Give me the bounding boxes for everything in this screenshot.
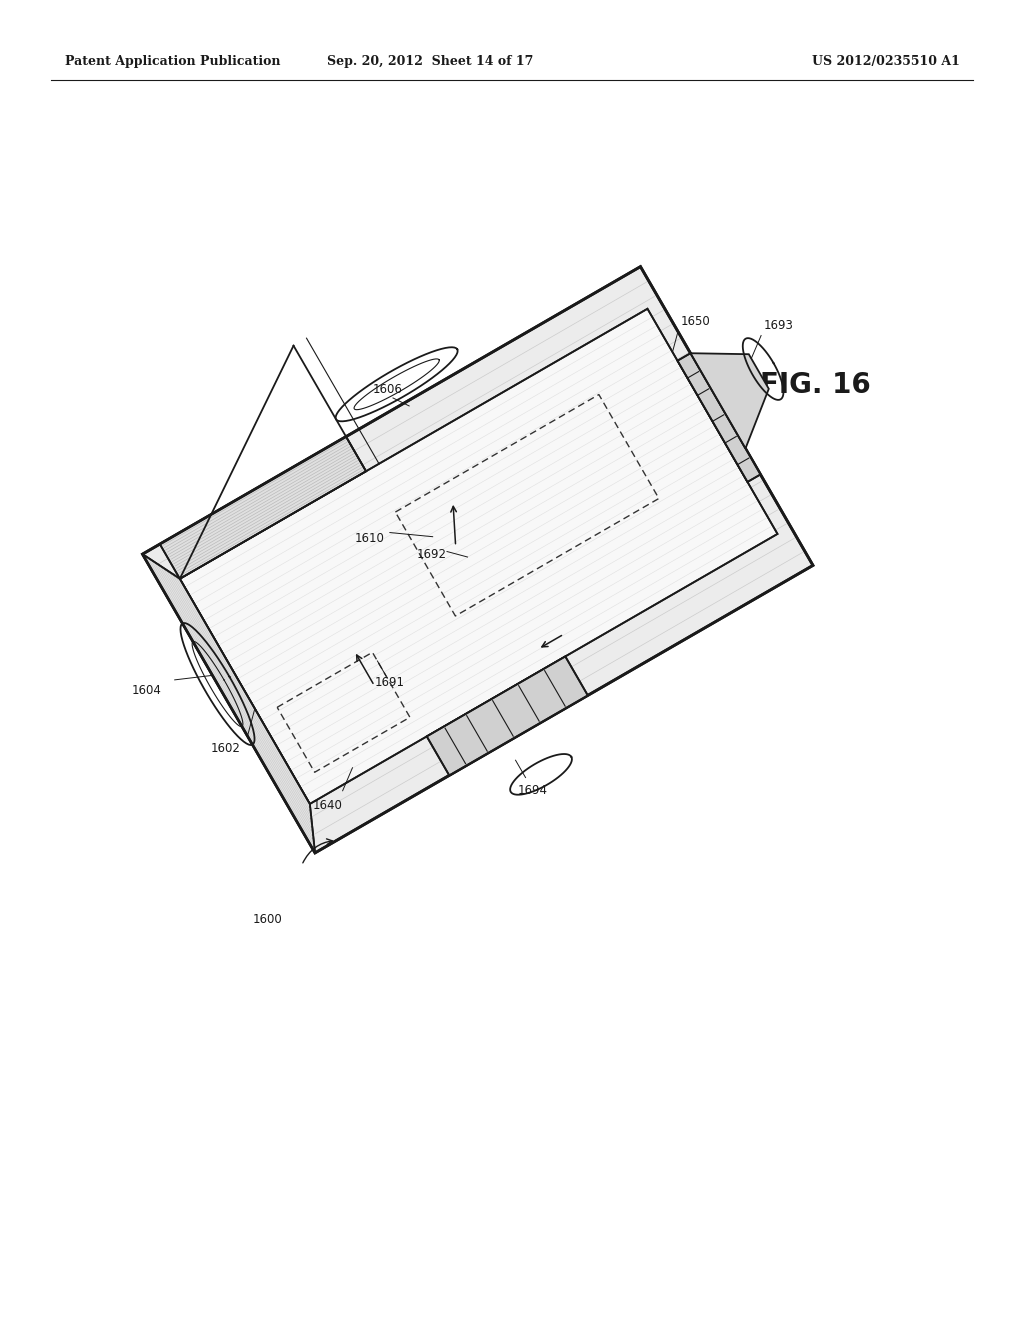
Text: 1691: 1691 <box>375 676 404 689</box>
Polygon shape <box>142 554 315 853</box>
Polygon shape <box>427 656 588 775</box>
Polygon shape <box>142 267 813 853</box>
Polygon shape <box>678 354 761 482</box>
Text: 1610: 1610 <box>355 532 385 545</box>
Text: 1650: 1650 <box>680 315 711 329</box>
Text: Sep. 20, 2012  Sheet 14 of 17: Sep. 20, 2012 Sheet 14 of 17 <box>327 55 534 69</box>
Text: Patent Application Publication: Patent Application Publication <box>65 55 281 69</box>
Text: 1640: 1640 <box>313 799 343 812</box>
Text: 1604: 1604 <box>131 684 161 697</box>
Polygon shape <box>690 354 769 449</box>
Polygon shape <box>160 437 366 578</box>
Text: 1694: 1694 <box>518 784 548 797</box>
Text: 1692: 1692 <box>417 548 446 561</box>
Text: 1602: 1602 <box>211 742 241 755</box>
Text: 1600: 1600 <box>252 913 282 925</box>
Polygon shape <box>180 309 777 804</box>
Text: US 2012/0235510 A1: US 2012/0235510 A1 <box>812 55 961 69</box>
Text: 1693: 1693 <box>764 319 794 333</box>
Text: FIG. 16: FIG. 16 <box>760 371 870 399</box>
Text: 1606: 1606 <box>373 383 402 396</box>
